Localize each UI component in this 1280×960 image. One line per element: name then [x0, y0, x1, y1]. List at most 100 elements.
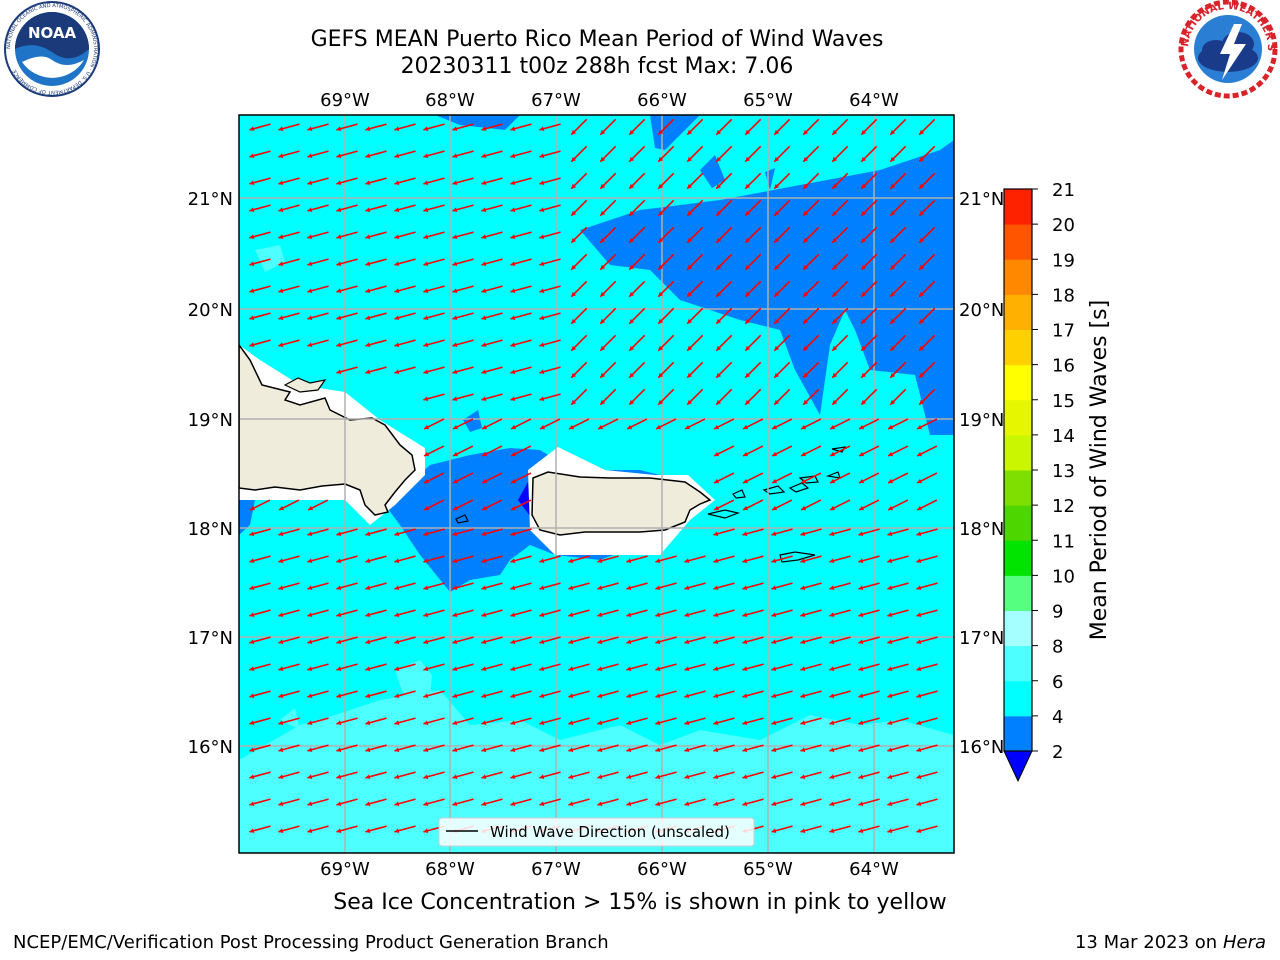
wave-direction-arrowhead [307, 801, 313, 807]
wave-direction-arrowhead [278, 153, 284, 159]
wave-direction-arrowhead [307, 288, 313, 294]
wave-direction-arrowhead [336, 315, 342, 321]
colorbar-segment [1004, 505, 1032, 541]
wave-direction-arrowhead [510, 639, 516, 645]
wave-direction-arrowhead [600, 156, 606, 162]
wave-direction-arrowhead [365, 369, 371, 375]
wave-direction-arrowhead [452, 747, 458, 753]
wave-direction-arrowhead [307, 531, 313, 537]
wave-direction-arrowhead [716, 129, 722, 135]
wave-direction-arrowhead [713, 801, 719, 807]
wave-direction-arrowhead [481, 396, 487, 402]
wave-direction-arrowhead [336, 801, 342, 807]
wave-direction-arrowhead [365, 207, 371, 213]
colorbar-segment [1004, 645, 1032, 682]
wave-direction-arrowhead [452, 180, 458, 186]
wave-direction-arrowhead [539, 774, 545, 780]
noaa-logo: NOAA NATIONAL OCEANIC AND ATMOSPHERIC AD… [4, 1, 100, 97]
wave-direction-arrowhead [713, 558, 719, 564]
wave-direction-arrowhead [656, 424, 662, 430]
wave-direction-arrowhead [336, 126, 342, 132]
wave-direction-arrowhead [249, 342, 255, 348]
wave-direction-arrowhead [568, 774, 574, 780]
wave-direction-arrowhead [858, 774, 864, 780]
wave-direction-arrowhead [336, 207, 342, 213]
wave-direction-arrowhead [424, 505, 430, 511]
wave-direction-arrowhead [684, 585, 690, 591]
vieques-island [707, 509, 741, 519]
wave-direction-arrowhead [919, 183, 925, 189]
wave-direction-arrowhead [684, 693, 690, 699]
wave-direction-arrowhead [829, 720, 835, 726]
wave-direction-arrowhead [481, 585, 487, 591]
wave-direction-arrowhead [600, 264, 606, 270]
wave-direction-arrowhead [336, 828, 342, 834]
wave-direction-arrowhead [423, 126, 429, 132]
wave-direction-arrowhead [336, 261, 342, 267]
wave-direction-arrowhead [423, 153, 429, 159]
wave-direction-arrowhead [888, 424, 894, 430]
wave-direction-arrowhead [655, 585, 661, 591]
wave-direction-arrowhead [336, 180, 342, 186]
wave-direction-arrowhead [365, 234, 371, 240]
wave-direction-arrowhead [743, 424, 749, 430]
wave-direction-arrowhead [452, 288, 458, 294]
wave-direction-arrowhead [568, 801, 574, 807]
chart-title: GEFS MEAN Puerto Rico Mean Period of Win… [310, 27, 884, 52]
wave-direction-arrowhead [887, 801, 893, 807]
wave-direction-arrowhead [801, 478, 807, 484]
lat-label-left: 20°N [188, 300, 233, 321]
wave-direction-arrowhead [716, 399, 722, 405]
wave-direction-arrowhead [249, 126, 255, 132]
wave-direction-arrowhead [655, 639, 661, 645]
wave-direction-arrowhead [539, 288, 545, 294]
wave-direction-arrowhead [658, 372, 664, 378]
wave-direction-arrowhead [800, 828, 806, 834]
wave-direction-arrowhead [887, 531, 893, 537]
wave-direction-arrowhead [858, 612, 864, 618]
wave-direction-arrowhead [336, 585, 342, 591]
wave-direction-arrowhead [394, 342, 400, 348]
wave-direction-arrowhead [887, 828, 893, 834]
st-croix-island [779, 551, 816, 563]
colorbar-tick-label: 10 [1052, 566, 1075, 587]
wave-direction-arrowhead [510, 342, 516, 348]
wave-direction-arrowhead [249, 693, 255, 699]
wave-direction-arrowhead [887, 558, 893, 564]
wave-direction-arrowhead [803, 183, 809, 189]
lat-label-right: 19°N [959, 410, 1004, 431]
wave-direction-arrowhead [655, 558, 661, 564]
hispaniola-land [283, 377, 327, 393]
wave-direction-arrowhead [365, 261, 371, 267]
wave-direction-arrowhead [394, 693, 400, 699]
wave-direction-arrowhead [423, 315, 429, 321]
wave-direction-arrowhead [658, 291, 664, 297]
wave-direction-arrowhead [830, 451, 836, 457]
wave-direction-arrowhead [568, 585, 574, 591]
wave-direction-arrowhead [423, 585, 429, 591]
wave-direction-arrowhead [365, 801, 371, 807]
wave-direction-arrowhead [249, 531, 255, 537]
wave-direction-arrowhead [510, 396, 516, 402]
footer-date: 13 Mar 2023 on Hera [1075, 932, 1266, 953]
wave-direction-arrowhead [452, 720, 458, 726]
wave-direction-arrowhead [481, 180, 487, 186]
lon-label-bottom: 65°W [743, 859, 793, 880]
wave-direction-arrowhead [916, 801, 922, 807]
colorbar-tick-label: 2 [1052, 742, 1063, 763]
wave-direction-arrowhead [452, 396, 458, 402]
nws-logo: NATIONAL WEATHER SERVICE [1176, 0, 1278, 99]
wave-direction-arrowhead [772, 424, 778, 430]
wave-direction-arrowhead [365, 774, 371, 780]
period-6-8-region [395, 660, 432, 700]
wave-direction-arrowhead [803, 399, 809, 405]
wave-direction-arrowhead [394, 585, 400, 591]
wave-direction-arrowhead [890, 129, 896, 135]
wave-direction-arrowhead [861, 291, 867, 297]
wave-direction-arrowhead [684, 558, 690, 564]
wave-direction-arrowhead [774, 210, 780, 216]
wave-direction-arrowhead [539, 342, 545, 348]
wave-direction-arrowhead [481, 774, 487, 780]
wave-direction-arrowhead [539, 234, 545, 240]
